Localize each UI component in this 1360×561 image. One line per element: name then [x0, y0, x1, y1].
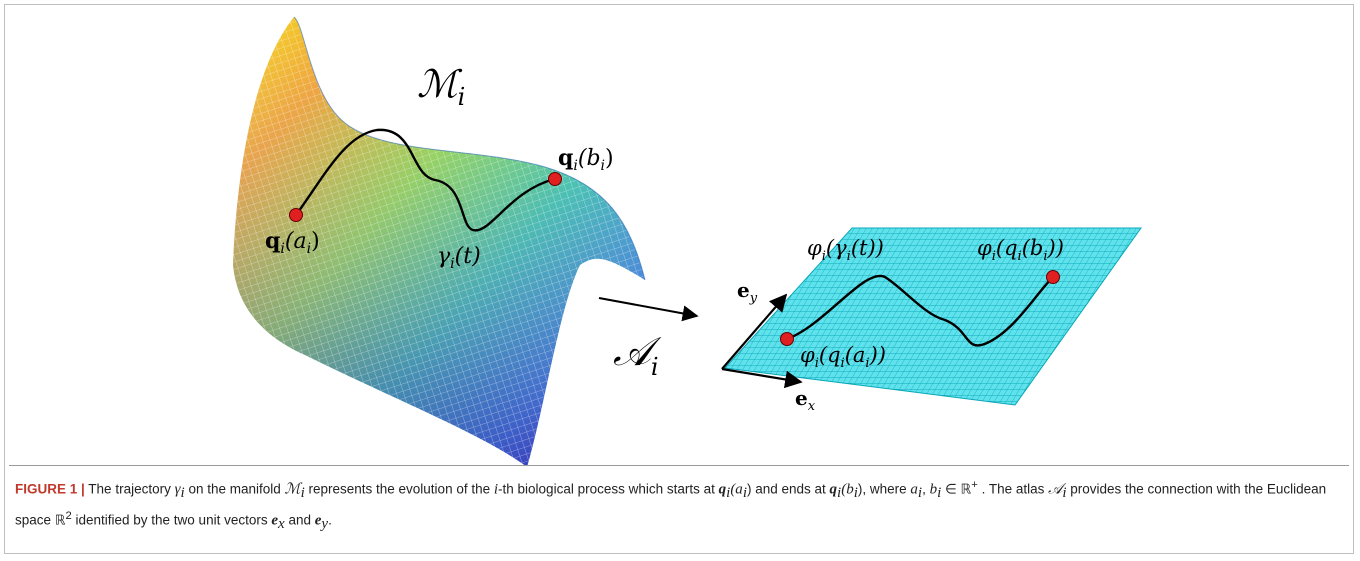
image-start-marker: [780, 332, 794, 346]
image-trajectory-label: φi(γi(t)): [807, 236, 884, 264]
figure-frame: ℳi qi(ai) qi(bi) γi(t) 𝒜i ex ey φi(γi(t)…: [4, 4, 1354, 554]
end-point-marker: [548, 172, 562, 186]
caption-symbol: i: [493, 481, 499, 498]
image-end-marker: [1046, 270, 1060, 284]
caption-subscript: i: [726, 485, 731, 502]
trajectory-label: γi(t): [437, 244, 481, 272]
trajectory-curve: [295, 128, 556, 232]
end-point-label: qi(bi): [558, 145, 614, 174]
figure-caption: FIGURE 1 | The trajectory γi on the mani…: [9, 465, 1349, 536]
caption-text: and: [284, 512, 315, 528]
caption-subscript: i: [742, 485, 747, 502]
caption-subscript: i: [180, 485, 185, 502]
ey-vector: [721, 293, 788, 370]
figure-number-label: FIGURE 1 |: [15, 481, 85, 497]
ex-vector: [721, 367, 803, 389]
ex-label: ex: [795, 386, 816, 414]
caption-vector-symbol: q: [829, 481, 838, 498]
caption-symbol: b: [929, 481, 938, 498]
caption-text: ∈ ℝ: [941, 481, 972, 497]
image-start-label: φi(qi(ai)): [800, 343, 886, 371]
caption-symbol: 𝒜: [1048, 481, 1063, 498]
caption-text: . The atlas: [977, 481, 1049, 497]
caption-subscript: i: [1062, 485, 1067, 502]
caption-text: -th biological process which starts at: [498, 481, 719, 497]
caption-symbol: a: [910, 481, 918, 498]
ey-label: ey: [737, 278, 758, 306]
caption-vector-symbol: e: [314, 512, 322, 529]
atlas-label: 𝒜i: [613, 329, 662, 381]
caption-subscript: i: [837, 485, 842, 502]
caption-text: ,: [922, 481, 930, 497]
euclidean-plane: [723, 227, 1142, 406]
caption-subscript: i: [937, 485, 942, 502]
caption-text: The trajectory: [84, 481, 175, 497]
caption-text: on the manifold: [184, 481, 285, 497]
caption-symbol: (b: [841, 481, 854, 498]
caption-symbol: ℳ: [284, 481, 301, 498]
caption-text: ), where: [857, 481, 911, 497]
caption-text: ) and ends at: [746, 481, 830, 497]
start-point-marker: [289, 208, 303, 222]
caption-vector-symbol: q: [718, 481, 727, 498]
caption-text: .: [328, 512, 332, 528]
atlas-arrow: [598, 297, 699, 322]
image-trajectory-curve: [786, 274, 1054, 347]
caption-subscript: i: [300, 485, 305, 502]
caption-symbol: (a: [730, 481, 743, 498]
caption-text: provides the connection with the Euclide…: [15, 481, 1327, 528]
caption-text: represents the evolution of the: [304, 481, 494, 497]
caption-rule: [9, 465, 1349, 466]
caption-superscript: +: [971, 479, 978, 491]
caption-text: identified by the two unit vectors: [71, 512, 272, 528]
caption-subscript: x: [278, 516, 285, 533]
caption-superscript: 2: [65, 510, 72, 523]
manifold-label: ℳi: [417, 62, 465, 111]
image-end-label: φi(qi(bi)): [977, 236, 1064, 264]
caption-subscript: i: [853, 485, 858, 502]
figure-illustration: ℳi qi(ai) qi(bi) γi(t) 𝒜i ex ey φi(γi(t)…: [233, 16, 1142, 465]
start-point-label: qi(ai): [265, 228, 320, 257]
caption-subscript: i: [917, 485, 923, 502]
caption-vector-symbol: e: [271, 512, 279, 529]
caption-symbol: γ: [174, 481, 181, 498]
caption-subscript: y: [321, 516, 329, 533]
